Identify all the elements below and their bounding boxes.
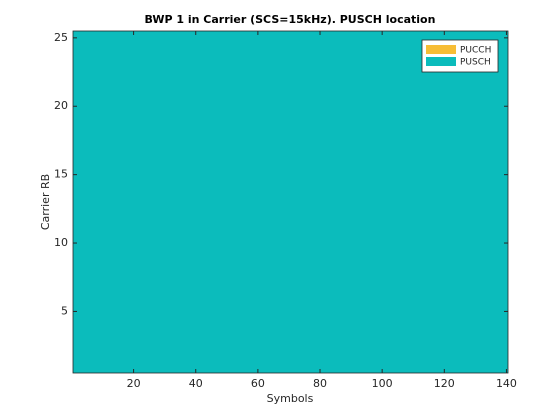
- legend: PUCCH PUSCH: [421, 39, 499, 73]
- legend-swatch: [426, 45, 456, 54]
- y-axis-label: Carrier RB: [39, 174, 52, 230]
- x-tick-label: 120: [434, 377, 455, 390]
- legend-label: PUCCH: [460, 46, 491, 56]
- x-tick-label: 60: [251, 377, 265, 390]
- x-tick-label: 140: [496, 377, 517, 390]
- x-axis-label: Symbols: [267, 392, 314, 405]
- x-tick-label: 40: [189, 377, 203, 390]
- legend-label: PUSCH: [460, 58, 491, 68]
- axes-box: [72, 30, 509, 374]
- x-tick-label: 80: [313, 377, 327, 390]
- x-tick-label: 100: [372, 377, 393, 390]
- legend-swatch: [426, 57, 456, 66]
- y-tick-label: 10: [54, 236, 68, 249]
- area: [73, 31, 508, 373]
- x-tick-label: 20: [127, 377, 141, 390]
- y-tick-label: 15: [54, 168, 68, 181]
- y-tick-label: 25: [54, 31, 68, 44]
- y-tick-label: 20: [54, 99, 68, 112]
- y-tick-label: 5: [61, 304, 68, 317]
- chart-title: BWP 1 in Carrier (SCS=15kHz). PUSCH loca…: [145, 13, 436, 26]
